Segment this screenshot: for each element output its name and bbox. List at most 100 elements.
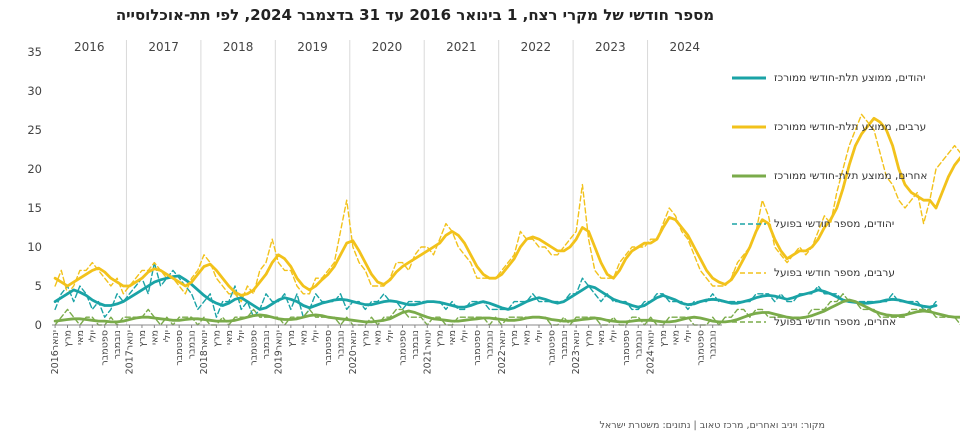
x-tick-label: ינואר2023 [571,330,582,374]
x-tick-label: יולי [683,330,694,342]
legend-item-others-avg: אחרים, ממוצע תלת-חודשי ממורכז [730,164,952,188]
chart-title: מספר חודשי של מקרי רצח, 1 בינואר 2016 עד… [115,6,715,24]
x-tick-label: ספטמבר [621,330,632,366]
year-label: 2022 [521,40,552,54]
year-label: 2018 [223,40,254,54]
x-tick-label: ינואר2022 [497,330,508,374]
x-tick-label: מרץ [137,330,148,347]
x-tick-label: מרץ [584,330,595,347]
y-tick-label: 10 [27,240,42,254]
legend-item-arabs-actual: ערבים, מספר חודשי בפועל [730,261,952,285]
legend-label: יהודים, מספר חודשי בפועל [774,218,895,231]
x-tick-label: נובמבר [484,330,495,359]
x-tick-label: ינואר2021 [422,330,433,374]
x-tick-label: ינואר2024 [646,330,657,374]
series-line-0 [53,274,938,311]
x-tick-label: ספטמבר [398,330,409,366]
x-tick-label: יולי [385,330,396,342]
x-tick-label: ינואר2017 [125,330,136,374]
x-tick-label: נובמבר [261,330,272,359]
x-tick-label: ינואר2016 [50,330,61,374]
x-tick-label: ינואר2018 [199,330,210,374]
legend-item-jews-actual: יהודים, מספר חודשי בפועל [730,212,952,236]
x-tick-label: ספטמבר [546,330,557,366]
y-tick-label: 35 [27,45,42,59]
x-tick-label: ינואר2020 [348,330,359,374]
year-label: 2024 [670,40,701,54]
year-label: 2021 [446,40,477,54]
legend-label: אחרים, ממוצע תלת-חודשי ממורכז [774,169,928,182]
legend-swatch [732,223,766,226]
x-tick-label: נובמבר [559,330,570,359]
year-label: 2017 [148,40,179,54]
x-tick-label: ספטמבר [472,330,483,366]
series-line-1 [53,116,960,297]
series-line-5 [54,293,960,326]
x-tick-label: יולי [87,330,98,342]
x-tick-label: יולי [460,330,471,342]
x-tick-label: ספטמבר [249,330,260,366]
x-tick-label: נובמבר [112,330,123,359]
x-tick-label: יולי [162,330,173,342]
legend-swatch [732,125,766,129]
year-label: 2016 [74,40,105,54]
legend-swatch [732,321,766,323]
x-tick-label: ספטמבר [100,330,111,366]
x-tick-label: ספטמבר [323,330,334,366]
x-tick-label: יולי [236,330,247,342]
legend-swatch [732,76,766,80]
x-tick-label: ספטמבר [174,330,185,366]
legend: יהודים, ממוצע תלת-חודשי ממורכז ערבים, ממ… [730,66,952,359]
x-tick-label: מרץ [360,330,371,347]
x-tick-label: מאי [447,330,458,345]
x-tick-label: מאי [75,330,86,345]
legend-swatch [732,272,766,274]
y-tick-label: 30 [27,84,42,98]
legend-swatch [732,174,766,178]
x-tick-label: מאי [596,330,607,345]
y-tick-label: 0 [35,318,42,332]
series-line-3 [54,261,937,318]
legend-item-jews-avg: יהודים, ממוצע תלת-חודשי ממורכז [730,66,952,90]
source-note: מקור: ויניב ואחרים, מרכז טאוב | נתונים: … [599,420,826,431]
legend-label: יהודים, ממוצע תלת-חודשי ממורכז [774,72,926,84]
x-tick-label: ינואר2019 [273,330,284,374]
x-tick-label: ספטמבר [695,330,706,366]
y-tick-label: 5 [35,279,42,293]
y-tick-label: 25 [27,123,42,137]
x-tick-label: מאי [373,330,384,345]
x-tick-label: נובמבר [633,330,644,359]
x-tick-label: מרץ [658,330,669,347]
x-tick-label: מרץ [509,330,520,347]
y-tick-label: 15 [27,201,42,215]
legend-item-others-actual: אחרים, מספר חודשי בפועל [730,310,952,334]
x-tick-label: מאי [298,330,309,345]
x-tick-label: נובמבר [335,330,346,359]
tick-labels: 2016 2017 2018 2019 2020 2021 2022 2023 2024 0 5 10… [27,40,718,374]
year-label: 2019 [297,40,328,54]
year-gridlines [125,40,649,325]
x-tick-label: מרץ [211,330,222,347]
x-tick-label: יולי [311,330,322,342]
x-tick-label: מרץ [435,330,446,347]
legend-label: ערבים, מספר חודשי בפועל [774,267,895,280]
x-tick-label: יולי [534,330,545,342]
series-lines [53,113,960,326]
x-tick-label: מאי [224,330,235,345]
year-label: 2020 [372,40,403,54]
series-line-2 [53,298,960,324]
x-tick-label: נובמבר [708,330,719,359]
x-tick-label: נובמבר [187,330,198,359]
year-label: 2023 [595,40,626,54]
x-tick-label: מאי [149,330,160,345]
x-tick-label: נובמבר [410,330,421,359]
x-tick-label: מאי [670,330,681,345]
y-tick-label: 20 [27,162,42,176]
x-tick-label: מרץ [286,330,297,347]
axes [52,324,722,328]
x-tick-label: מרץ [63,330,74,347]
legend-label: ערבים, ממוצע תלת-חודשי ממורכז [774,120,927,133]
x-tick-label: מאי [522,330,533,345]
x-tick-label: יולי [608,330,619,342]
